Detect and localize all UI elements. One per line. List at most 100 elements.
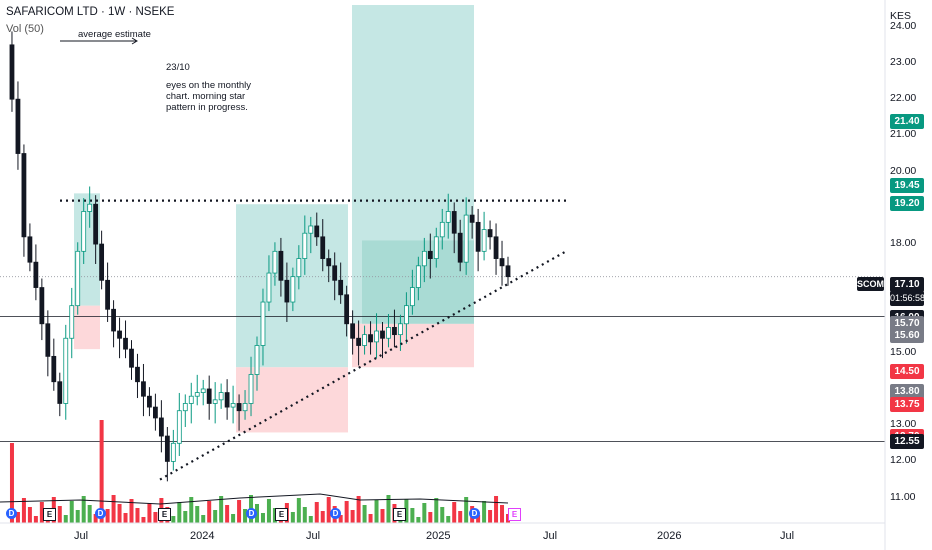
time-tick-0: Jul [74, 530, 89, 542]
countdown-tag: 01:56:58 [890, 291, 925, 306]
candle-body-80 [481, 229, 487, 252]
volume-bar-17 [105, 509, 110, 523]
candle-body-23 [141, 381, 146, 397]
event-marker-e-1[interactable]: E [43, 508, 56, 521]
candle-body-57 [344, 294, 350, 325]
symbol-badge: SCOM [857, 277, 884, 291]
candle-body-48 [290, 276, 296, 303]
price-tag-0: 21.40 [890, 113, 924, 129]
candle-body-51 [308, 225, 314, 234]
candle-body-68 [409, 287, 415, 307]
price-tag-10: 12.55 [890, 434, 924, 450]
volume-bar-15 [93, 514, 98, 523]
volume-bar-37 [225, 505, 230, 523]
volume-bar-44 [266, 499, 271, 523]
volume-bar-76 [458, 511, 463, 523]
candle-body-38 [230, 403, 236, 408]
price-tag-1: 19.45 [890, 177, 924, 193]
candle-body-58 [350, 323, 356, 339]
current-price-tag: 17.10 [890, 277, 924, 292]
candle-body-69 [415, 265, 421, 288]
volume-bar-23 [141, 517, 146, 523]
candle-body-55 [332, 265, 338, 281]
volume-bar-35 [213, 510, 218, 523]
candle-body-56 [338, 279, 344, 296]
candlesticks [9, 31, 511, 482]
date-note[interactable]: 23/10 [166, 62, 190, 73]
candle-body-63 [380, 330, 385, 339]
note-line-2[interactable]: chart. morning star [166, 91, 246, 102]
candle-body-82 [493, 236, 499, 259]
candle-body-7 [45, 323, 51, 357]
volume-bar-13 [81, 496, 86, 523]
volume-bar-39 [237, 500, 242, 523]
candle-body-19 [117, 330, 122, 339]
event-marker-d-8[interactable]: D [469, 508, 480, 519]
candle-body-45 [272, 250, 278, 274]
price-tick-12: 11.00 [890, 490, 916, 503]
candle-body-47 [284, 279, 290, 303]
time-tick-3: 2025 [426, 530, 451, 542]
price-tag-7: 13.80 [890, 384, 924, 400]
average-estimate-note[interactable]: average estimate [78, 29, 151, 40]
candle-body-17 [105, 279, 110, 310]
event-marker-d-0[interactable]: D [6, 508, 17, 519]
volume-bar-59 [356, 496, 361, 523]
event-marker-d-6[interactable]: D [330, 508, 341, 519]
horizontal-levels [0, 199, 885, 442]
time-tick-1: 2024 [190, 530, 215, 542]
candle-body-84 [505, 265, 511, 278]
candle-body-71 [427, 250, 433, 259]
event-marker-e-5[interactable]: E [275, 508, 288, 521]
event-marker-e-7[interactable]: E [393, 508, 406, 521]
candle-body-53 [320, 236, 326, 259]
volume-bar-81 [488, 510, 493, 523]
volume-bar-18 [111, 495, 116, 523]
volume-bar-2 [15, 512, 20, 523]
candle-body-36 [218, 392, 224, 401]
volume-bar-30 [183, 511, 188, 523]
note-line-1[interactable]: eyes on the monthly [166, 80, 252, 91]
candle-body-11 [69, 305, 75, 339]
candle-body-65 [392, 326, 397, 336]
candle-body-22 [135, 366, 140, 383]
candle-body-67 [404, 305, 409, 325]
candle-body-52 [314, 225, 320, 238]
candle-body-26 [158, 417, 164, 437]
candle-body-43 [260, 301, 266, 346]
candle-body-21 [129, 348, 134, 368]
volume-bars [0, 420, 510, 523]
volume-indicator-label[interactable]: Vol (50) [6, 23, 44, 35]
event-marker-d-4[interactable]: D [246, 508, 257, 519]
volume-bar-11 [69, 501, 74, 523]
volume-bar-70 [422, 503, 427, 523]
volume-bar-14 [87, 505, 92, 523]
note-line-3[interactable]: pattern in progress. [166, 102, 248, 113]
price-tick-8: 15.00 [890, 345, 917, 358]
price-tick-10: 13.00 [890, 418, 917, 431]
event-marker-e-9[interactable]: E [508, 508, 521, 521]
candle-body-46 [278, 250, 284, 281]
arrow-right-icon [60, 37, 138, 45]
candle-body-8 [51, 355, 57, 383]
volume-bar-25 [153, 512, 158, 523]
volume-bar-45 [272, 508, 277, 523]
volume-bar-58 [350, 510, 355, 523]
event-marker-e-3[interactable]: E [158, 508, 171, 521]
candle-body-15 [93, 203, 99, 245]
candle-body-83 [499, 258, 505, 267]
event-marker-d-2[interactable]: D [95, 508, 106, 519]
time-tick-4: Jul [543, 530, 558, 542]
candle-body-64 [386, 326, 391, 339]
candle-body-4 [27, 236, 33, 263]
candle-body-1 [9, 44, 15, 100]
volume-bar-61 [368, 514, 373, 523]
candle-body-20 [123, 337, 128, 350]
volume-bar-52 [314, 502, 319, 523]
candle-body-40 [242, 403, 248, 412]
candle-body-2 [15, 98, 21, 154]
candle-body-49 [296, 258, 302, 278]
volume-bar-57 [344, 501, 349, 523]
volume-bar-67 [404, 499, 409, 523]
